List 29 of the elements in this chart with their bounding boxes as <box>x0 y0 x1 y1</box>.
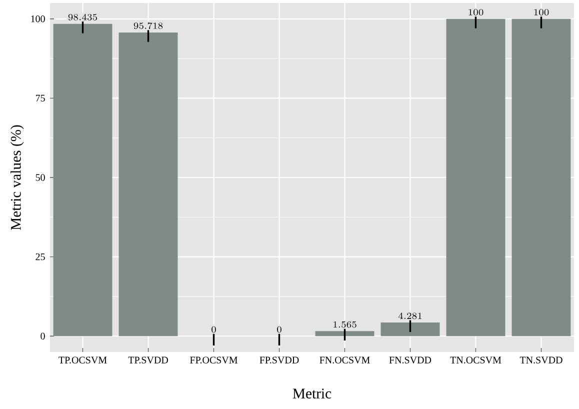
y-tick-label: 100 <box>31 15 45 22</box>
y-tick-label: 0 <box>40 332 45 340</box>
data-label: 100 <box>468 9 484 16</box>
data-label: 4. 281 <box>398 312 422 320</box>
bar <box>315 331 374 336</box>
data-label: 0 <box>277 326 282 333</box>
data-label: 100 <box>534 9 549 16</box>
data-label: 95 . 718 <box>134 22 163 30</box>
y-tick-label: 50 <box>36 174 45 181</box>
x-tick-label: FP.OCSVM <box>190 356 238 364</box>
x-tick-label: TN.OCSVM <box>450 356 502 364</box>
x-tick-label: FP.SVDD <box>260 356 299 364</box>
data-label: 0 <box>212 326 216 333</box>
data-label: 1 . 565 <box>334 321 356 328</box>
y-axis-title: Metric values (%) <box>10 125 24 230</box>
x-tick-label: FN.OCSVM <box>320 356 370 364</box>
data-label: 98 .435 <box>68 14 98 20</box>
x-tick-label: TN.SVDD <box>520 356 562 364</box>
bar <box>380 322 440 336</box>
bar <box>446 18 506 336</box>
x-tick-label: TP.SVDD <box>128 356 168 364</box>
bar <box>118 32 178 336</box>
x-axis-title: Metric <box>292 388 332 398</box>
y-tick-label: 75 <box>36 94 45 102</box>
x-tick-label: FN.SVDD <box>389 356 432 364</box>
y-tick-label: 25 <box>36 253 45 260</box>
bar <box>53 24 112 336</box>
bar <box>512 18 571 336</box>
x-tick-label: TP.OCSVM <box>58 356 107 364</box>
